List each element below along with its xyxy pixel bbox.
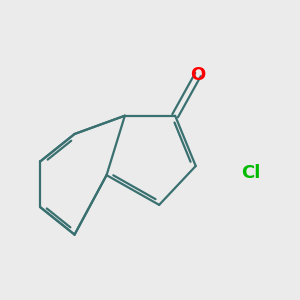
Text: O: O xyxy=(190,66,206,84)
Text: Cl: Cl xyxy=(242,164,261,182)
